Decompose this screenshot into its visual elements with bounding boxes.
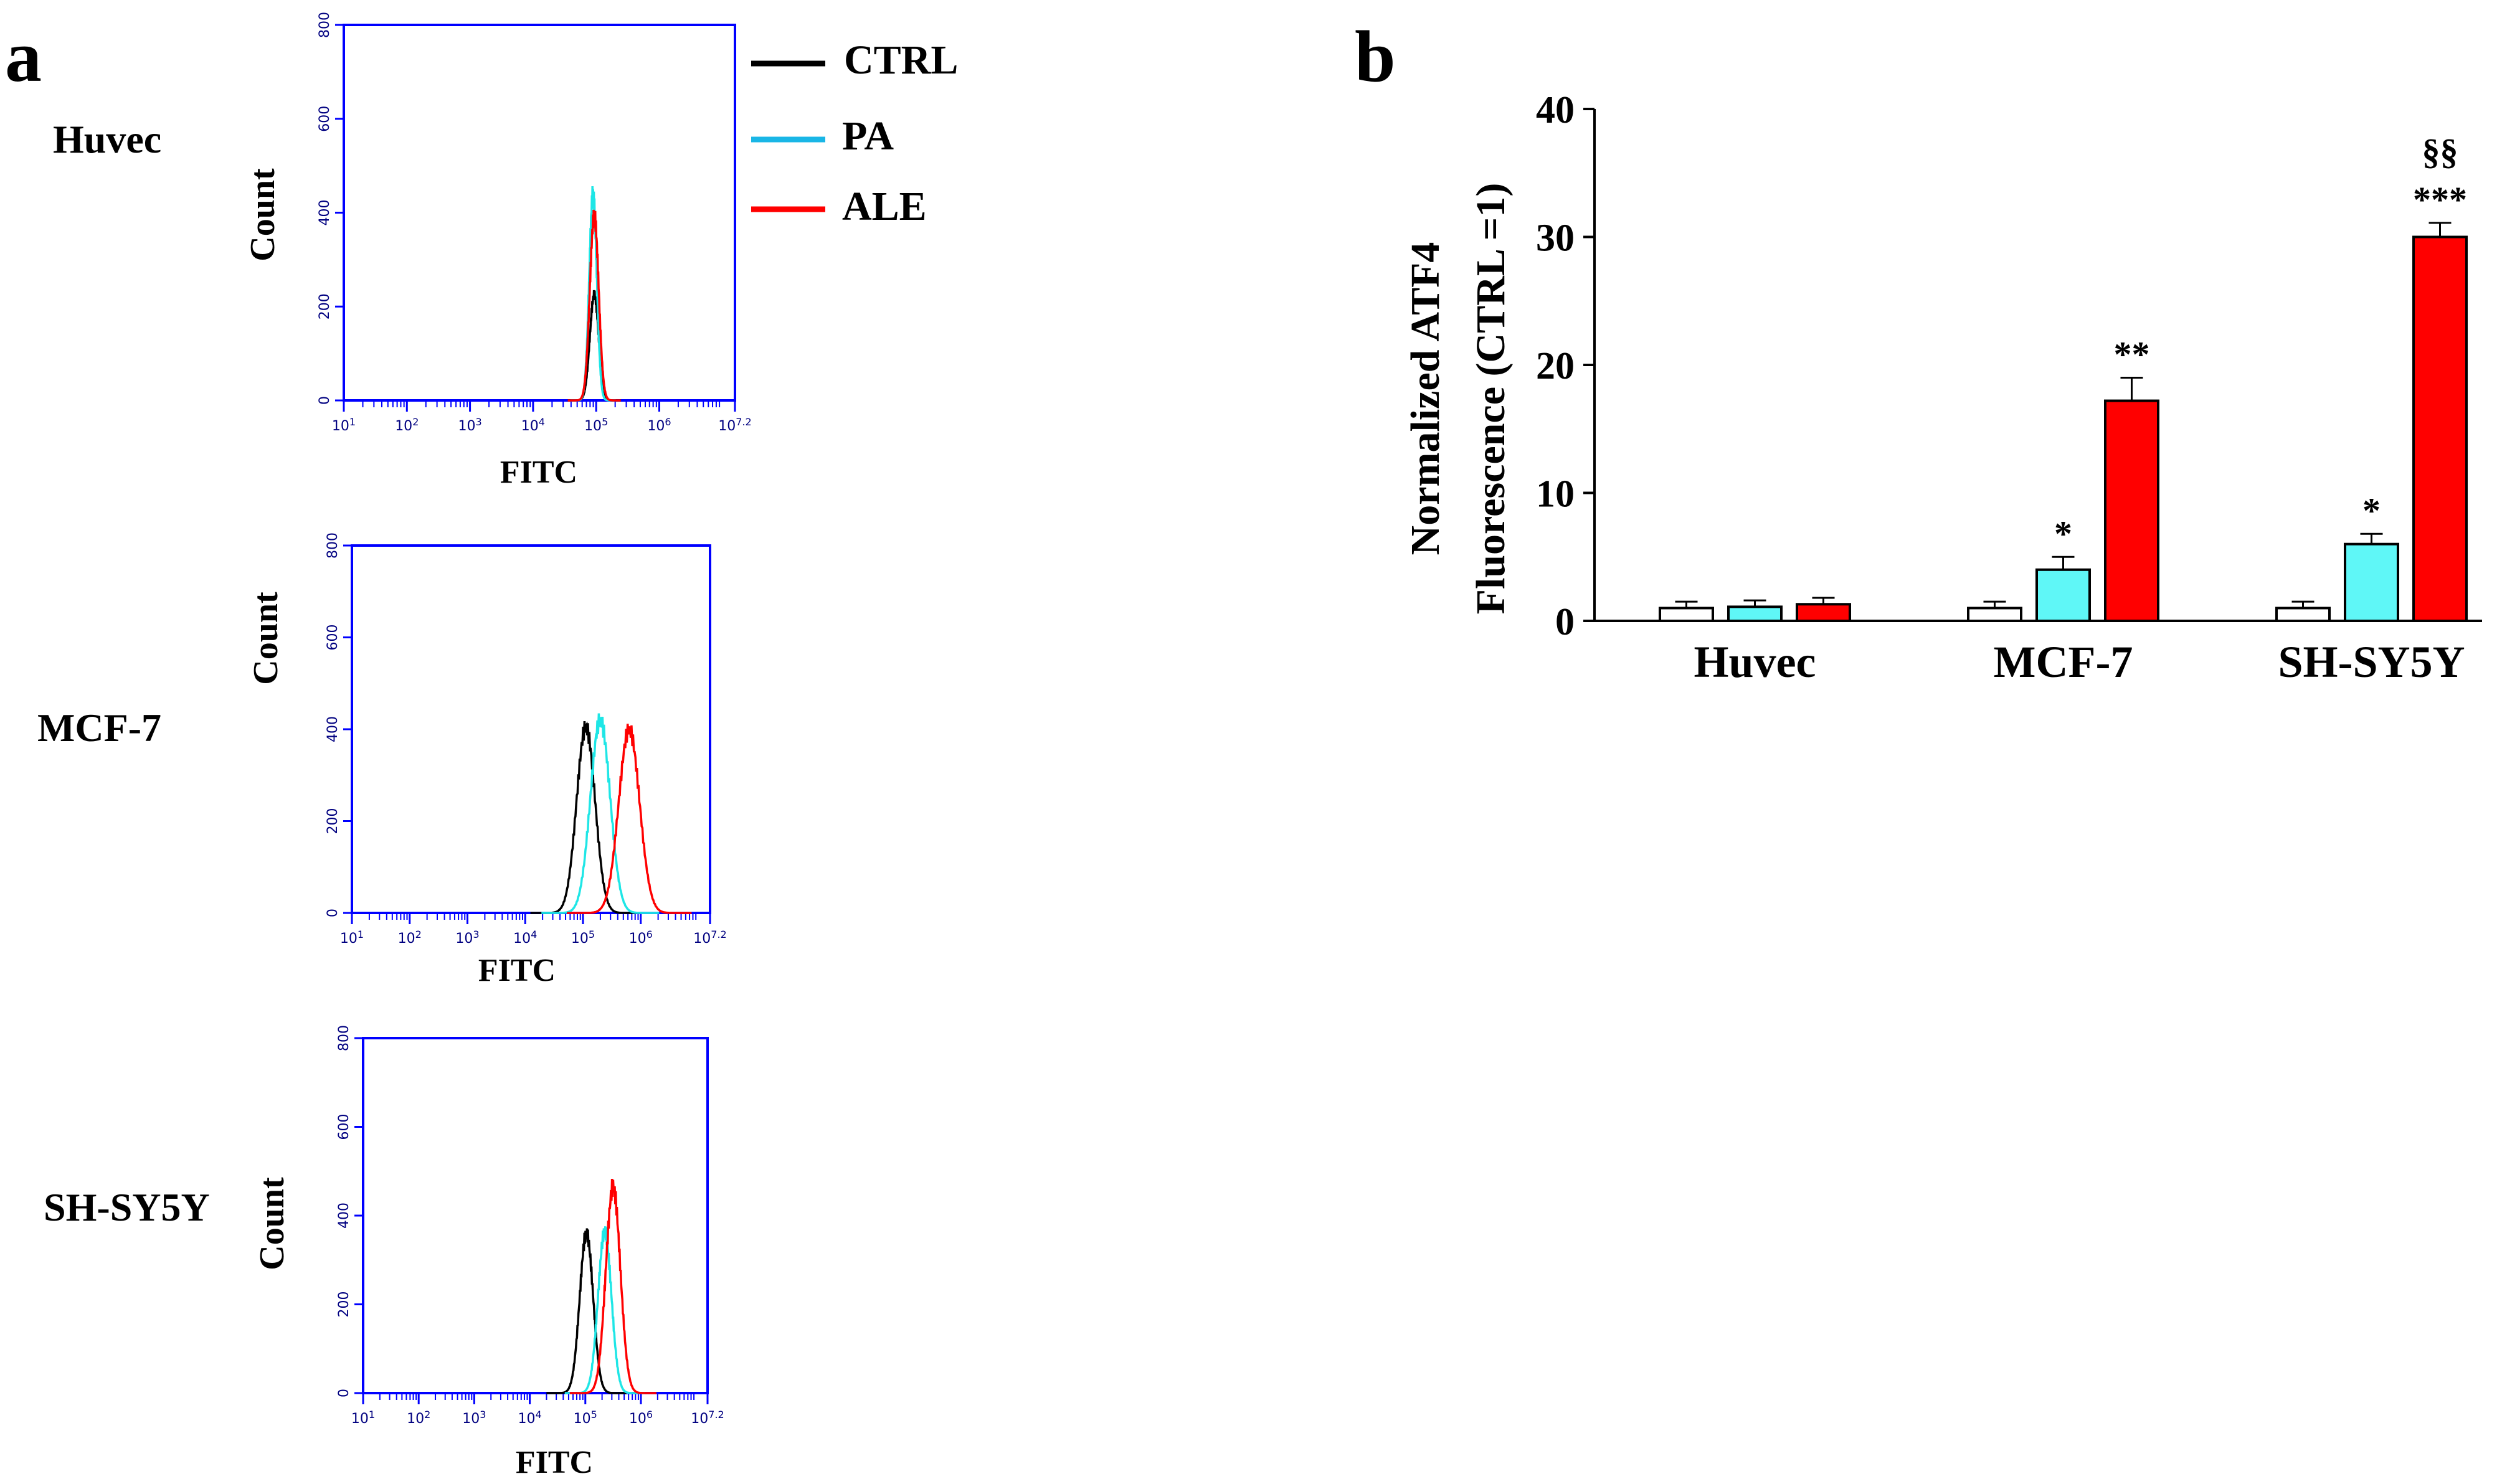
x-tick-label: 101: [351, 1409, 375, 1427]
x-tick-label: 101: [332, 416, 356, 434]
histogram-curve-ctrl: [546, 1228, 627, 1394]
x-axis-label: FITC: [516, 1445, 593, 1480]
legend-pa-label: PA: [842, 113, 894, 159]
x-tick-label: 101: [340, 929, 364, 947]
histogram-huvec: Huvec 0 200 400 600 800 101 102 103 104 105 106 107.…: [53, 12, 752, 490]
bar-shsy5y-pa: [2344, 542, 2399, 623]
histogram-curve-pa: [541, 713, 660, 914]
histogram-curve-ale: [567, 209, 621, 402]
bar-shsy5y-ctrl: [2275, 607, 2331, 623]
y-tick-label: 30: [1536, 217, 1575, 260]
x-tick-label: 102: [395, 416, 419, 434]
histogram-shsy5y: SH-SY5Y 0 200 400 600 800 101 102 103 104 105 106 10…: [44, 1025, 724, 1480]
bar-shsy5y-ale: [2412, 235, 2468, 622]
y-tick-label: 400: [317, 200, 333, 226]
panel-a-label: a: [5, 16, 42, 97]
x-axis-label: FITC: [500, 455, 577, 490]
significance-mark: ***: [2413, 179, 2467, 220]
y-tick-label: 800: [325, 532, 341, 559]
histogram-curve-pa: [564, 1226, 645, 1394]
x-tick-label: 103: [455, 929, 479, 947]
x-axis-label: FITC: [478, 953, 556, 988]
bar-mcf7-ctrl: [1967, 607, 2022, 623]
y-tick-label: 600: [336, 1114, 352, 1140]
x-tick-label: 103: [462, 1409, 486, 1427]
histogram-title: SH-SY5Y: [44, 1185, 210, 1229]
histogram-title: Huvec: [53, 117, 161, 161]
histogram-curve-ale: [567, 724, 692, 914]
bar-huvec-pa: [1727, 605, 1783, 623]
y-tick-label: 800: [336, 1025, 352, 1051]
bar-chart-atf4: 0 10 20 30 40 Normalized ATF4 Fluorescence (CT…: [1403, 89, 2482, 687]
legend: CTRL PA ALE: [751, 37, 958, 229]
category-label: SH-SY5Y: [2278, 637, 2465, 687]
y-tick-label: 600: [317, 106, 333, 132]
plot-frame: [351, 544, 711, 914]
x-tick-label: 104: [513, 929, 537, 947]
annotation-section-mark: §§: [2422, 131, 2458, 172]
y-tick-label: 200: [325, 808, 341, 834]
y-tick-label: 200: [336, 1292, 352, 1318]
y-axis-label: Count: [253, 1177, 291, 1270]
y-tick-label: 40: [1536, 89, 1575, 131]
x-tick-label: 103: [458, 416, 481, 434]
bar-huvec-ale: [1796, 603, 1851, 622]
x-tick-label: 104: [518, 1409, 541, 1427]
histogram-curve-ctrl: [567, 290, 621, 402]
x-tick-label: 105: [574, 1409, 597, 1427]
x-tick-label: 104: [521, 416, 545, 434]
legend-ale-label: ALE: [842, 184, 927, 229]
y-axis-label-line2: Fluorescence (CTRL =1): [1468, 183, 1514, 615]
histogram-curve-ale: [569, 1178, 656, 1394]
y-tick-label: 0: [325, 909, 341, 917]
x-tick-label: 107.2: [718, 416, 751, 434]
plot-frame: [362, 1037, 709, 1394]
bar-huvec-ctrl: [1659, 607, 1714, 623]
plot-frame: [343, 24, 736, 402]
category-label: MCF-7: [1994, 637, 2133, 687]
x-tick-label: 102: [407, 1409, 430, 1427]
y-tick-label: 0: [336, 1389, 352, 1397]
y-tick-label: 20: [1536, 345, 1575, 387]
y-tick-label: 200: [317, 293, 333, 319]
x-tick-label: 106: [647, 416, 671, 434]
y-tick-label: 0: [1555, 601, 1575, 643]
legend-ctrl-label: CTRL: [844, 37, 958, 83]
histogram-mcf7: MCF-7 0 200 400 600 800 101 102 103 104 105 106 107.…: [37, 532, 727, 988]
category-label: Huvec: [1694, 637, 1816, 687]
x-tick-label: 106: [629, 929, 653, 947]
y-tick-label: 800: [317, 12, 333, 38]
x-tick-label: 105: [584, 416, 608, 434]
y-tick-label: 600: [325, 625, 341, 651]
y-tick-label: 400: [325, 716, 341, 742]
histogram-title: MCF-7: [37, 706, 161, 750]
y-tick-label: 0: [317, 396, 333, 405]
significance-mark: **: [2114, 334, 2150, 375]
y-tick-label: 400: [336, 1203, 352, 1229]
y-axis-label: Count: [247, 592, 285, 685]
y-axis-label: Count: [244, 168, 282, 262]
x-tick-label: 105: [571, 929, 595, 947]
bar-mcf7-ale: [2104, 399, 2159, 622]
y-axis-label-line1: Normalized ATF4: [1403, 242, 1448, 555]
panel-b-label: b: [1355, 16, 1396, 97]
x-tick-label: 107.2: [693, 929, 726, 947]
x-tick-label: 107.2: [691, 1409, 724, 1427]
y-tick-label: 10: [1536, 473, 1575, 516]
significance-mark: *: [2362, 490, 2381, 531]
x-tick-label: 106: [629, 1409, 653, 1427]
bar-mcf7-pa: [2035, 568, 2091, 622]
x-tick-label: 102: [398, 929, 422, 947]
significance-mark: *: [2054, 513, 2072, 554]
